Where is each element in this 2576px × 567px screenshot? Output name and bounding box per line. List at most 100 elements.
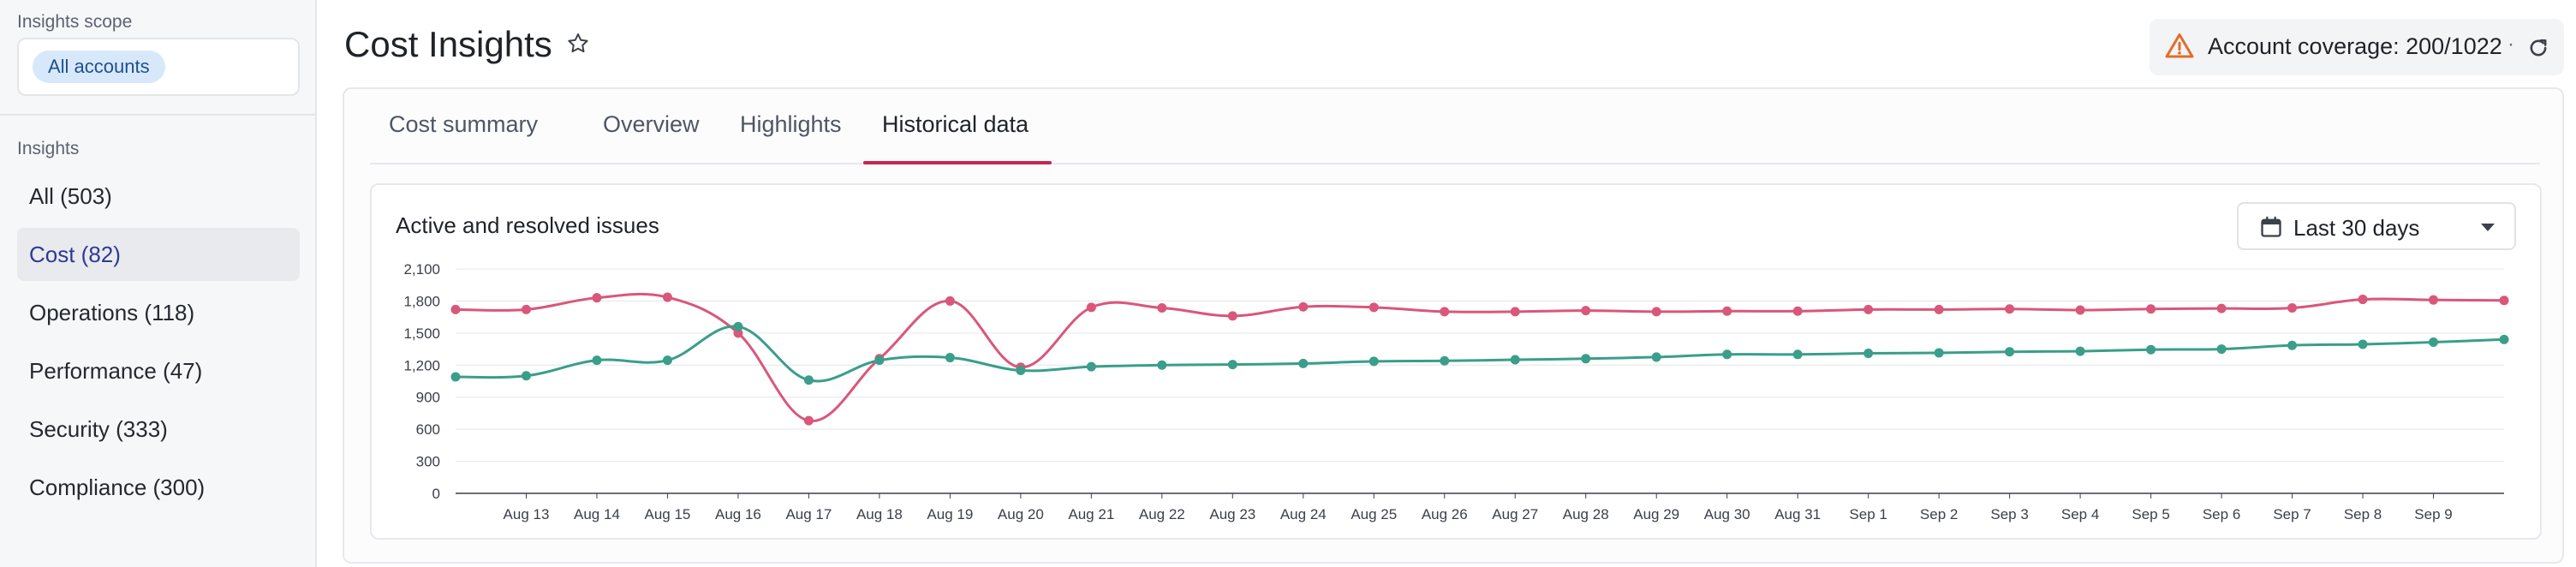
data-point <box>2216 303 2227 313</box>
account-coverage-text: Account coverage: 200/1022 <box>2208 33 2502 59</box>
x-tick-label: Aug 25 <box>1351 506 1397 522</box>
data-point <box>1440 307 1450 317</box>
data-point <box>1086 302 1096 313</box>
data-point <box>2146 344 2156 355</box>
x-tick-label: Sep 3 <box>1990 506 2028 522</box>
data-point <box>803 415 814 426</box>
series-line-1 <box>455 292 2505 422</box>
data-point <box>1227 360 1237 370</box>
y-tick-label: 1,500 <box>403 325 440 342</box>
y-tick-label: 300 <box>416 454 440 470</box>
x-tick-label: Aug 29 <box>1633 506 1679 522</box>
insights-nav: All (503) Cost (82) Operations (118) Per… <box>17 170 300 519</box>
sidebar-item-security[interactable]: Security (333) <box>29 416 168 442</box>
data-point <box>1792 349 1803 360</box>
insights-label: Insights <box>17 139 80 158</box>
chart-panel: 0 300 600 900 1,200 1,500 1,800 2,100 Aug 13 Aug … <box>370 183 2542 540</box>
tab-overview[interactable]: Overview <box>603 111 700 137</box>
tab-highlights[interactable]: Highlights <box>740 111 842 137</box>
sidebar-item-compliance[interactable]: Compliance (300) <box>29 474 206 500</box>
sidebar-item-operations[interactable]: Operations (118) <box>29 300 195 325</box>
data-point <box>2429 295 2439 305</box>
calendar-icon <box>2261 216 2281 237</box>
main-card: Cost summary Overview Highlights Histori… <box>343 87 2564 564</box>
x-tick-label: Aug 16 <box>715 506 761 522</box>
x-tick-label: Aug 24 <box>1280 506 1327 522</box>
data-point <box>874 355 885 366</box>
y-tick-label: 2,100 <box>403 261 440 278</box>
x-tick-label: Aug 22 <box>1139 506 1185 522</box>
y-tick-label: 900 <box>416 390 440 406</box>
x-tick-label: Aug 27 <box>1492 506 1538 522</box>
data-point <box>2287 340 2298 350</box>
data-point <box>1368 302 1379 313</box>
data-point <box>1157 360 1167 370</box>
data-point <box>2005 347 2015 357</box>
x-tick-label: Sep 2 <box>1920 506 1958 522</box>
x-tick-label: Aug 19 <box>927 506 973 522</box>
data-point <box>1863 349 1874 359</box>
data-point <box>1298 358 1309 368</box>
data-point <box>1934 304 1944 314</box>
data-point <box>662 292 672 302</box>
chevron-down-icon <box>2481 224 2495 231</box>
data-point <box>2358 339 2368 349</box>
x-tick-label: Sep 4 <box>2061 506 2099 522</box>
data-point <box>450 372 461 382</box>
sidebar-item-performance[interactable]: Performance (47) <box>29 358 203 384</box>
x-tick-label: Sep 1 <box>1849 506 1887 522</box>
warning-icon <box>2165 33 2194 58</box>
star-icon[interactable] <box>565 31 591 57</box>
data-point <box>450 304 461 314</box>
x-tick-label: Sep 9 <box>2414 506 2452 522</box>
data-point <box>2358 295 2368 305</box>
data-point <box>1863 304 1874 314</box>
x-tick-label: Aug 30 <box>1704 506 1750 522</box>
scope-label: Insights scope <box>17 12 133 32</box>
sidebar-item-all[interactable]: All (503) <box>29 183 112 209</box>
data-point <box>1722 306 1732 316</box>
data-point <box>1792 306 1803 316</box>
data-point <box>1368 356 1379 367</box>
sidebar-divider <box>0 114 317 116</box>
data-point <box>733 321 743 331</box>
x-tick-label: Aug 17 <box>785 506 832 522</box>
data-point <box>521 371 531 381</box>
sidebar-item-cost[interactable]: Cost (82) <box>17 228 300 281</box>
data-point <box>945 295 955 306</box>
x-tick-label: Aug 26 <box>1422 506 1468 522</box>
data-point <box>1722 349 1732 360</box>
data-point <box>1581 306 1591 316</box>
data-point <box>1510 355 1520 365</box>
sidebar: Insights scope All accounts Insights All… <box>0 0 317 567</box>
x-tick-label: Aug 28 <box>1563 506 1609 522</box>
scope-chip-all-accounts[interactable]: All accounts <box>33 51 165 83</box>
data-point <box>1016 366 1026 376</box>
data-point <box>1086 361 1096 372</box>
x-tick-label: Sep 6 <box>2203 506 2240 522</box>
data-point <box>662 355 672 366</box>
data-point <box>1651 307 1661 317</box>
x-tick-label: Aug 31 <box>1774 506 1821 522</box>
data-point <box>1510 307 1520 317</box>
data-point <box>592 355 602 366</box>
series-line-2 <box>455 325 2505 383</box>
refresh-icon[interactable] <box>2526 36 2550 60</box>
tab-historical-data[interactable]: Historical data <box>882 111 1029 137</box>
data-point <box>1298 301 1309 312</box>
y-tick-label: 1,200 <box>403 357 440 373</box>
data-point <box>2075 346 2085 356</box>
x-tick-label: Aug 13 <box>504 506 550 522</box>
tab-bar: Cost summary Overview Highlights Histori… <box>370 89 2540 164</box>
date-range-select[interactable]: Last 30 days <box>2237 202 2516 250</box>
x-tick-label: Aug 20 <box>998 506 1044 522</box>
x-tick-label: Aug 15 <box>645 506 691 522</box>
data-point <box>1651 352 1661 362</box>
x-tick-label: Sep 7 <box>2273 506 2311 522</box>
active-tab-indicator <box>863 161 1052 164</box>
data-point <box>2499 295 2509 306</box>
x-tick-label: Sep 8 <box>2344 506 2382 522</box>
tab-cost-summary[interactable]: Cost summary <box>389 111 539 137</box>
data-point <box>1934 348 1944 358</box>
scope-selector[interactable]: All accounts <box>17 38 300 96</box>
